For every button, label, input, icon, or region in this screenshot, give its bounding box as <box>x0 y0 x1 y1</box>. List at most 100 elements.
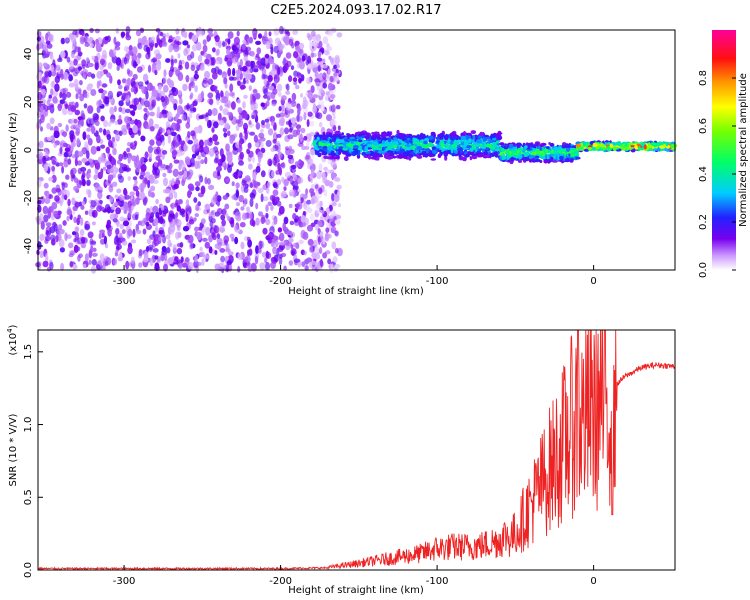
colorbar-gradient <box>712 30 736 270</box>
noise-mark <box>67 206 71 214</box>
x-tick-label: 0 <box>590 576 596 587</box>
noise-mark <box>74 67 81 74</box>
noise-mark <box>202 77 208 84</box>
band-mark <box>431 150 437 154</box>
band-mark <box>460 133 466 137</box>
band-mark <box>467 138 472 144</box>
noise-mark <box>177 199 183 205</box>
noise-mark <box>63 151 69 158</box>
noise-mark <box>244 111 248 120</box>
noise-mark <box>140 135 146 142</box>
band-mark <box>496 132 503 135</box>
band-mark <box>575 150 580 154</box>
noise-mark <box>249 218 255 226</box>
noise-mark <box>96 264 101 271</box>
noise-mark <box>306 207 313 214</box>
noise-mark <box>121 128 128 136</box>
noise-mark <box>211 217 216 224</box>
noise-mark <box>80 217 84 226</box>
noise-mark <box>329 75 334 83</box>
noise-mark <box>84 93 88 98</box>
noise-mark <box>212 134 219 142</box>
noise-mark <box>81 157 88 163</box>
noise-mark <box>118 175 124 183</box>
noise-mark <box>158 227 165 235</box>
band-mark <box>364 132 370 136</box>
noise-mark <box>264 257 268 264</box>
noise-mark <box>221 71 228 79</box>
noise-mark <box>112 218 118 223</box>
band-mark <box>367 154 372 160</box>
noise-mark <box>89 42 94 48</box>
noise-mark <box>112 258 118 266</box>
spectrogram-noise-layer <box>35 25 343 274</box>
noise-mark <box>91 259 97 266</box>
noise-mark <box>130 87 135 93</box>
noise-mark <box>185 122 191 129</box>
noise-mark <box>177 231 182 239</box>
noise-mark <box>204 139 208 147</box>
noise-mark <box>144 171 151 179</box>
band-mark <box>443 152 449 157</box>
noise-mark <box>158 159 163 166</box>
band-mark <box>376 152 380 157</box>
noise-mark <box>68 242 74 249</box>
band-mark <box>353 145 359 149</box>
noise-mark <box>116 243 122 250</box>
noise-mark <box>197 192 204 198</box>
noise-mark <box>77 214 81 220</box>
noise-mark <box>229 233 235 239</box>
noise-mark <box>132 124 138 134</box>
noise-mark <box>165 234 171 240</box>
noise-mark <box>70 104 76 113</box>
noise-mark <box>273 122 277 131</box>
noise-mark <box>149 125 155 132</box>
noise-mark <box>190 51 195 59</box>
band-mark <box>557 146 562 151</box>
noise-mark <box>40 114 45 124</box>
noise-mark <box>179 208 186 215</box>
noise-mark <box>322 236 326 245</box>
noise-mark <box>234 236 239 245</box>
noise-mark <box>187 131 191 138</box>
noise-mark <box>77 51 83 57</box>
band-mark <box>511 149 514 154</box>
noise-mark <box>287 154 294 160</box>
noise-mark <box>163 84 169 93</box>
noise-mark <box>112 170 117 176</box>
noise-mark <box>155 225 159 233</box>
noise-mark <box>188 219 195 225</box>
noise-mark <box>272 156 278 166</box>
noise-mark <box>100 115 105 122</box>
band-mark <box>374 149 379 153</box>
noise-mark <box>314 247 319 253</box>
noise-mark <box>295 46 301 51</box>
noise-mark <box>280 117 285 127</box>
band-mark <box>499 155 503 160</box>
band-mark <box>408 139 413 144</box>
band-mark <box>477 153 484 158</box>
noise-mark <box>51 187 57 194</box>
noise-mark <box>220 214 226 221</box>
noise-mark <box>198 29 205 37</box>
noise-mark <box>240 241 245 250</box>
band-mark <box>412 137 418 142</box>
noise-mark <box>300 127 306 134</box>
noise-mark <box>274 37 281 45</box>
noise-mark <box>151 101 156 109</box>
band-mark <box>575 143 581 148</box>
band-mark <box>411 147 416 151</box>
noise-mark <box>152 179 159 184</box>
noise-mark <box>116 188 122 194</box>
noise-mark <box>316 170 322 180</box>
noise-mark <box>70 125 77 130</box>
band-mark <box>455 137 459 141</box>
noise-mark <box>111 181 118 187</box>
noise-mark <box>45 230 49 236</box>
noise-mark <box>286 60 292 68</box>
band-mark <box>491 152 495 157</box>
noise-mark <box>215 57 221 65</box>
noise-mark <box>63 71 69 81</box>
noise-mark <box>315 209 322 214</box>
y-tick-label: -20 <box>23 190 34 206</box>
